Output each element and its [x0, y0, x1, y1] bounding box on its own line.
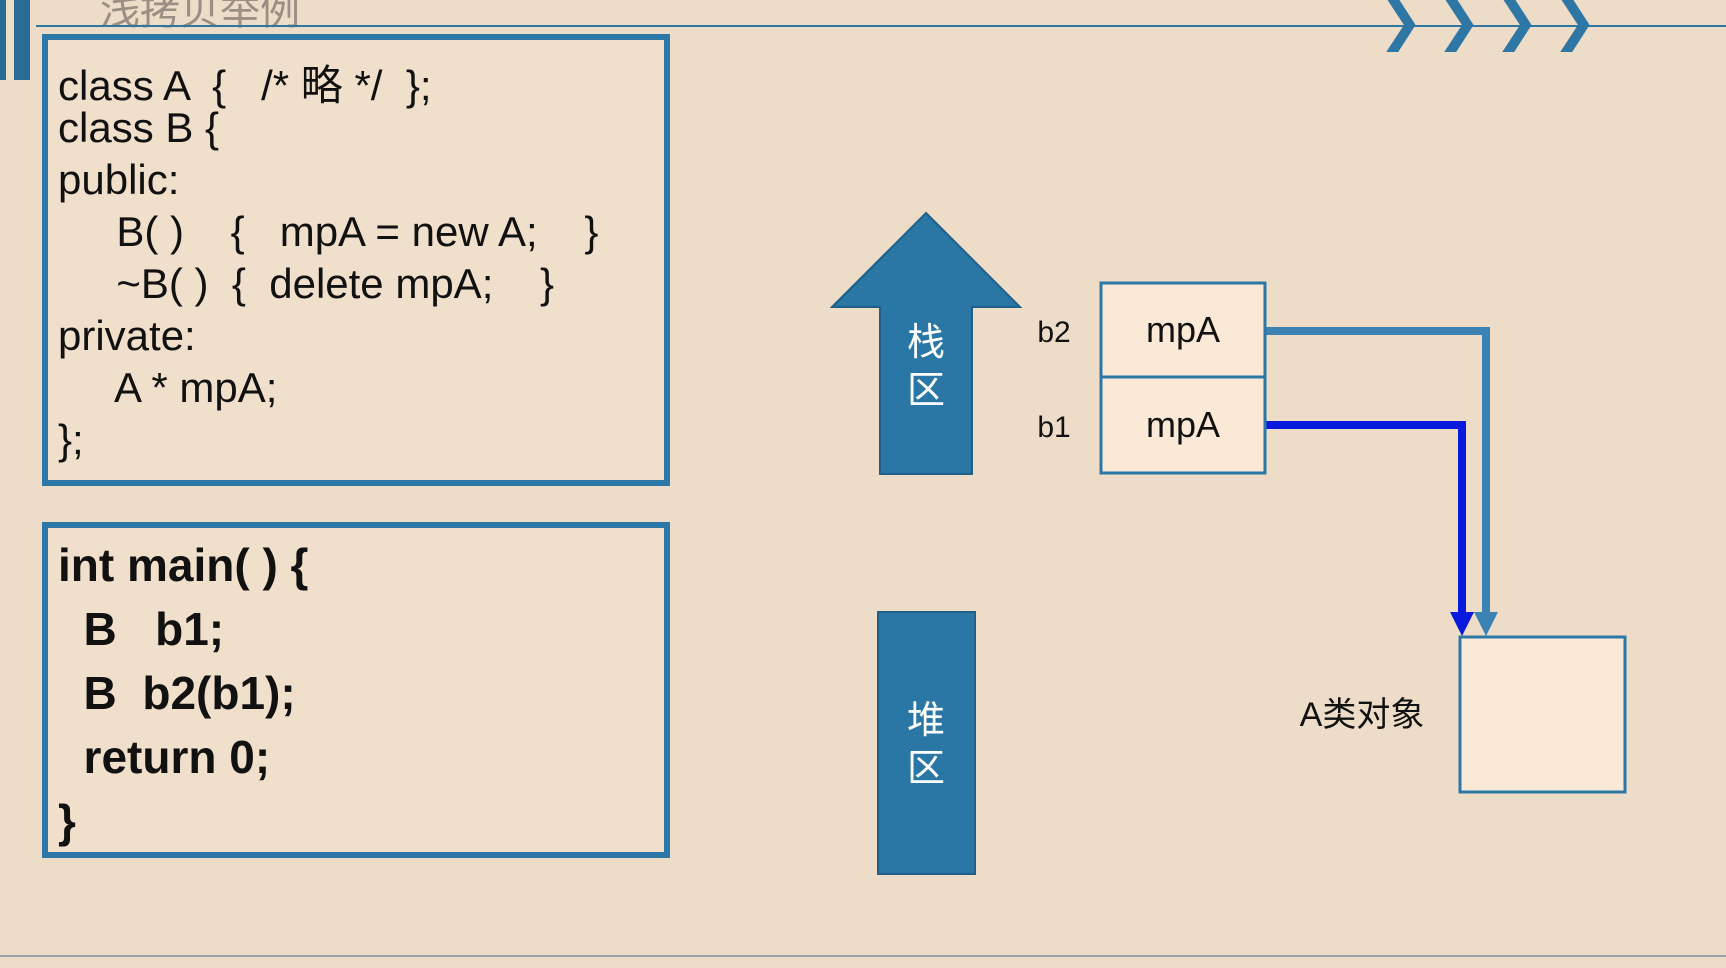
- a-object-box: [1458, 635, 1627, 794]
- heap-label-2: 区: [907, 748, 945, 790]
- code-line: B( ) { mpA = new A; }: [58, 208, 599, 255]
- stack-region-arrow: [829, 211, 1023, 475]
- code-line: };: [58, 416, 84, 463]
- header-rule: [36, 25, 1726, 27]
- footer-rule: [0, 955, 1726, 957]
- b1-field-label: mpA: [1146, 404, 1220, 445]
- stack-label-2: 区: [907, 370, 945, 412]
- code-line: ~B( ) { delete mpA; }: [58, 260, 555, 307]
- pointer-b1-arrowhead: [1450, 612, 1474, 636]
- b2-var-label: b2: [1037, 316, 1070, 349]
- main-code-box: int main( ) { B b1; B b2(b1); return 0; …: [42, 522, 670, 858]
- class-code-box: class A { /* 略 */ }; class B { public: B…: [42, 34, 670, 486]
- b1-var-label: b1: [1037, 411, 1070, 444]
- code-line: public:: [58, 156, 180, 203]
- code-line: }: [58, 795, 76, 847]
- code-line: A * mpA;: [58, 364, 278, 411]
- code-line: B b1;: [58, 603, 225, 655]
- code-line: private:: [58, 312, 196, 359]
- code-line: class A { /* 略 */ };: [58, 62, 432, 109]
- chevron-icon: ❯: [1494, 0, 1540, 51]
- code-line: return 0;: [58, 731, 271, 783]
- heap-label-1: 堆: [907, 700, 945, 742]
- header-bar: 浅拷贝举例 ❯ ❯ ❯ ❯: [0, 0, 1726, 48]
- code-line: class B {: [58, 104, 220, 151]
- b2-field-label: mpA: [1146, 309, 1220, 350]
- pointer-b2-arrowhead: [1474, 612, 1498, 636]
- code-line: B b2(b1);: [58, 667, 296, 719]
- b2-mpA-cell: [1099, 281, 1267, 379]
- chevron-icon: ❯: [1436, 0, 1482, 51]
- b1-mpA-cell: [1099, 375, 1267, 475]
- left-accent-bar: [14, 0, 30, 80]
- chevron-icon: ❯: [1552, 0, 1598, 51]
- pointer-b2: [1266, 327, 1490, 618]
- code-line: int main( ) {: [58, 539, 309, 591]
- stack-label-1: 栈: [907, 322, 945, 364]
- chevron-icon: ❯: [1378, 0, 1424, 51]
- a-object-label: A类对象: [1300, 696, 1425, 734]
- slide-title: 浅拷贝举例: [100, 0, 300, 33]
- left-accent-bar: [0, 0, 6, 80]
- pointer-b1: [1266, 421, 1466, 618]
- heap-region: [877, 611, 976, 875]
